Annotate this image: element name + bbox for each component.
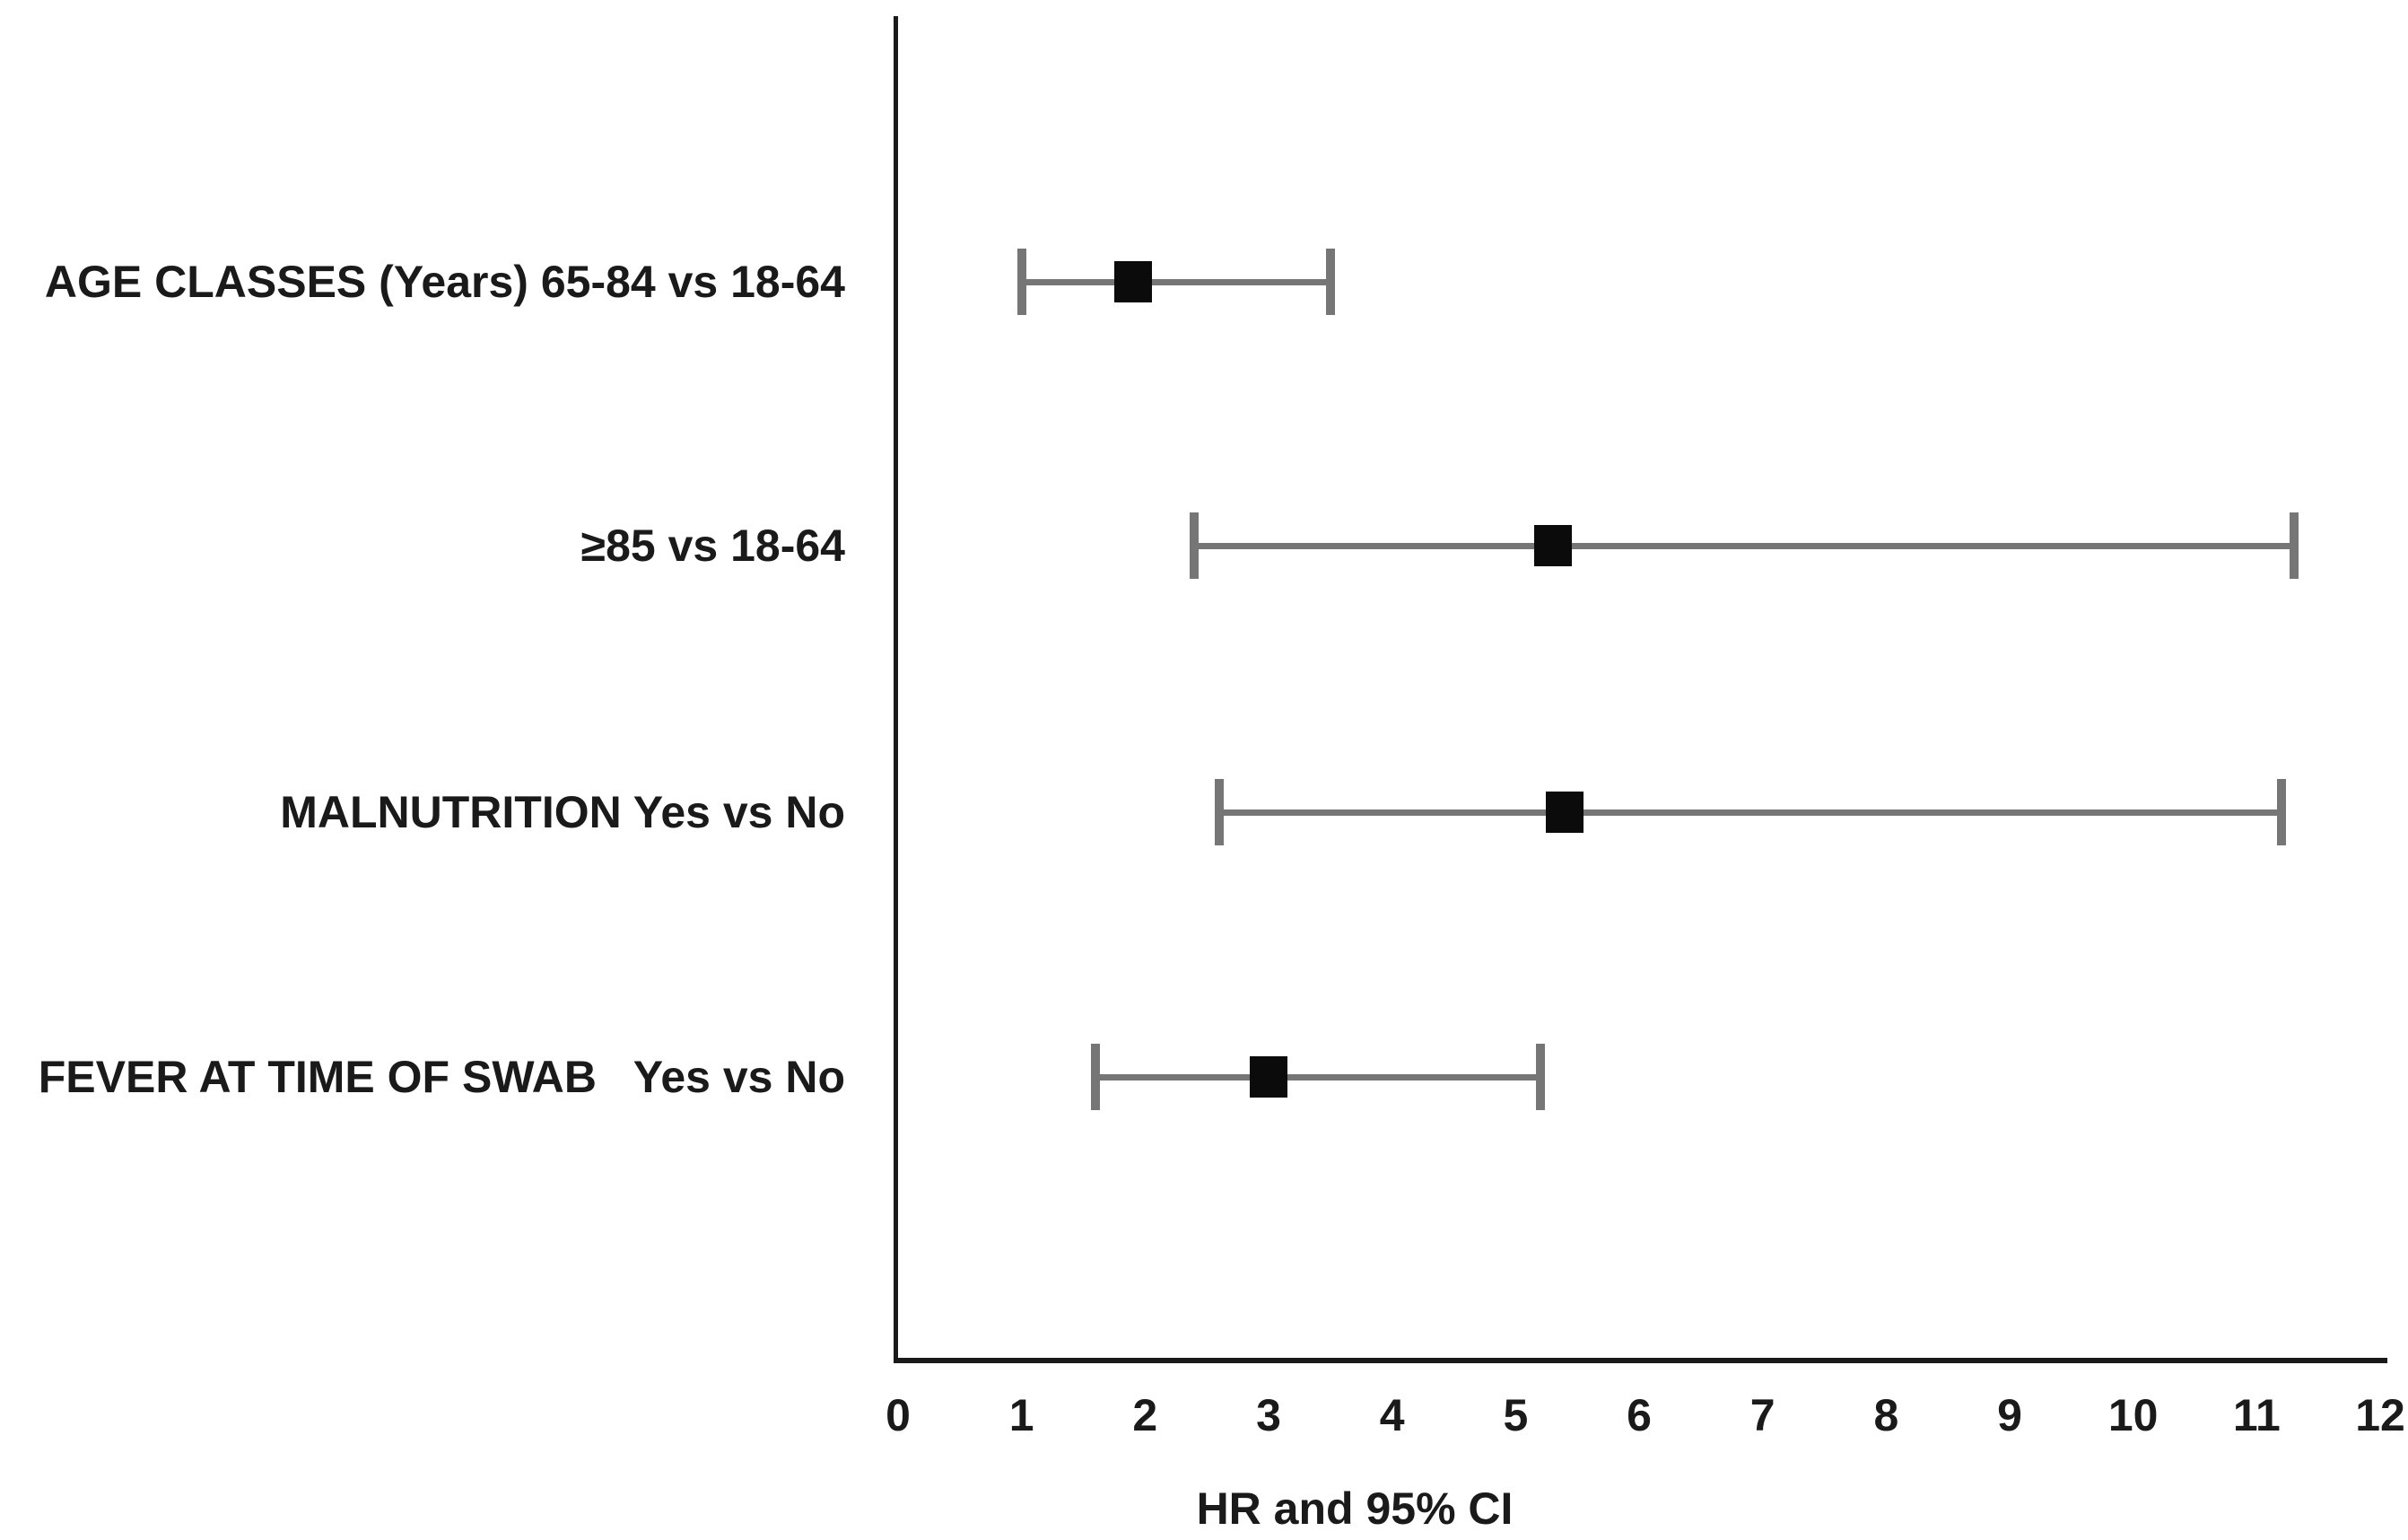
- x-tick-label: 6: [1627, 1390, 1652, 1440]
- ci-cap-left: [1190, 512, 1200, 579]
- ci-cap-right: [1535, 1044, 1545, 1110]
- y-axis-line: [894, 16, 898, 1363]
- ci-line: [1095, 1074, 1540, 1081]
- hr-marker: [1113, 261, 1152, 302]
- x-tick-label: 5: [1503, 1390, 1529, 1440]
- ci-line: [1194, 543, 2294, 549]
- ci-cap-right: [2289, 512, 2299, 579]
- x-tick-label: 4: [1379, 1390, 1405, 1440]
- x-tick-label: 2: [1132, 1390, 1158, 1440]
- row-label: ≥85 vs 18-64: [580, 521, 845, 571]
- x-tick-label: 9: [1997, 1390, 2022, 1440]
- x-tick-label: 8: [1873, 1390, 1899, 1440]
- hr-marker: [1250, 1056, 1287, 1098]
- x-axis-line: [894, 1358, 2387, 1363]
- x-tick-label: 10: [2107, 1390, 2159, 1440]
- x-tick-label: 3: [1256, 1390, 1281, 1440]
- x-tick-label: 0: [886, 1390, 911, 1440]
- ci-line: [1218, 809, 2281, 816]
- row-label: MALNUTRITION Yes vs No: [280, 787, 845, 837]
- ci-cap-left: [1091, 1044, 1101, 1110]
- ci-cap-right: [1325, 249, 1335, 315]
- x-tick-label: 1: [1008, 1390, 1034, 1440]
- row-label: FEVER AT TIME OF SWAB Yes vs No: [38, 1052, 845, 1102]
- row-label: AGE CLASSES (Years) 65-84 vs 18-64: [44, 257, 845, 307]
- ci-cap-left: [1016, 249, 1026, 315]
- hr-marker: [1533, 525, 1572, 566]
- ci-line: [1021, 279, 1331, 285]
- x-axis-title: HR and 95% CI: [1196, 1483, 1514, 1534]
- ci-cap-right: [2276, 779, 2286, 845]
- x-tick-label: 7: [1749, 1390, 1775, 1440]
- x-tick-label: 11: [2232, 1390, 2281, 1440]
- x-tick-label: 12: [2355, 1390, 2405, 1440]
- ci-cap-left: [1214, 779, 1224, 845]
- hr-marker: [1546, 792, 1584, 833]
